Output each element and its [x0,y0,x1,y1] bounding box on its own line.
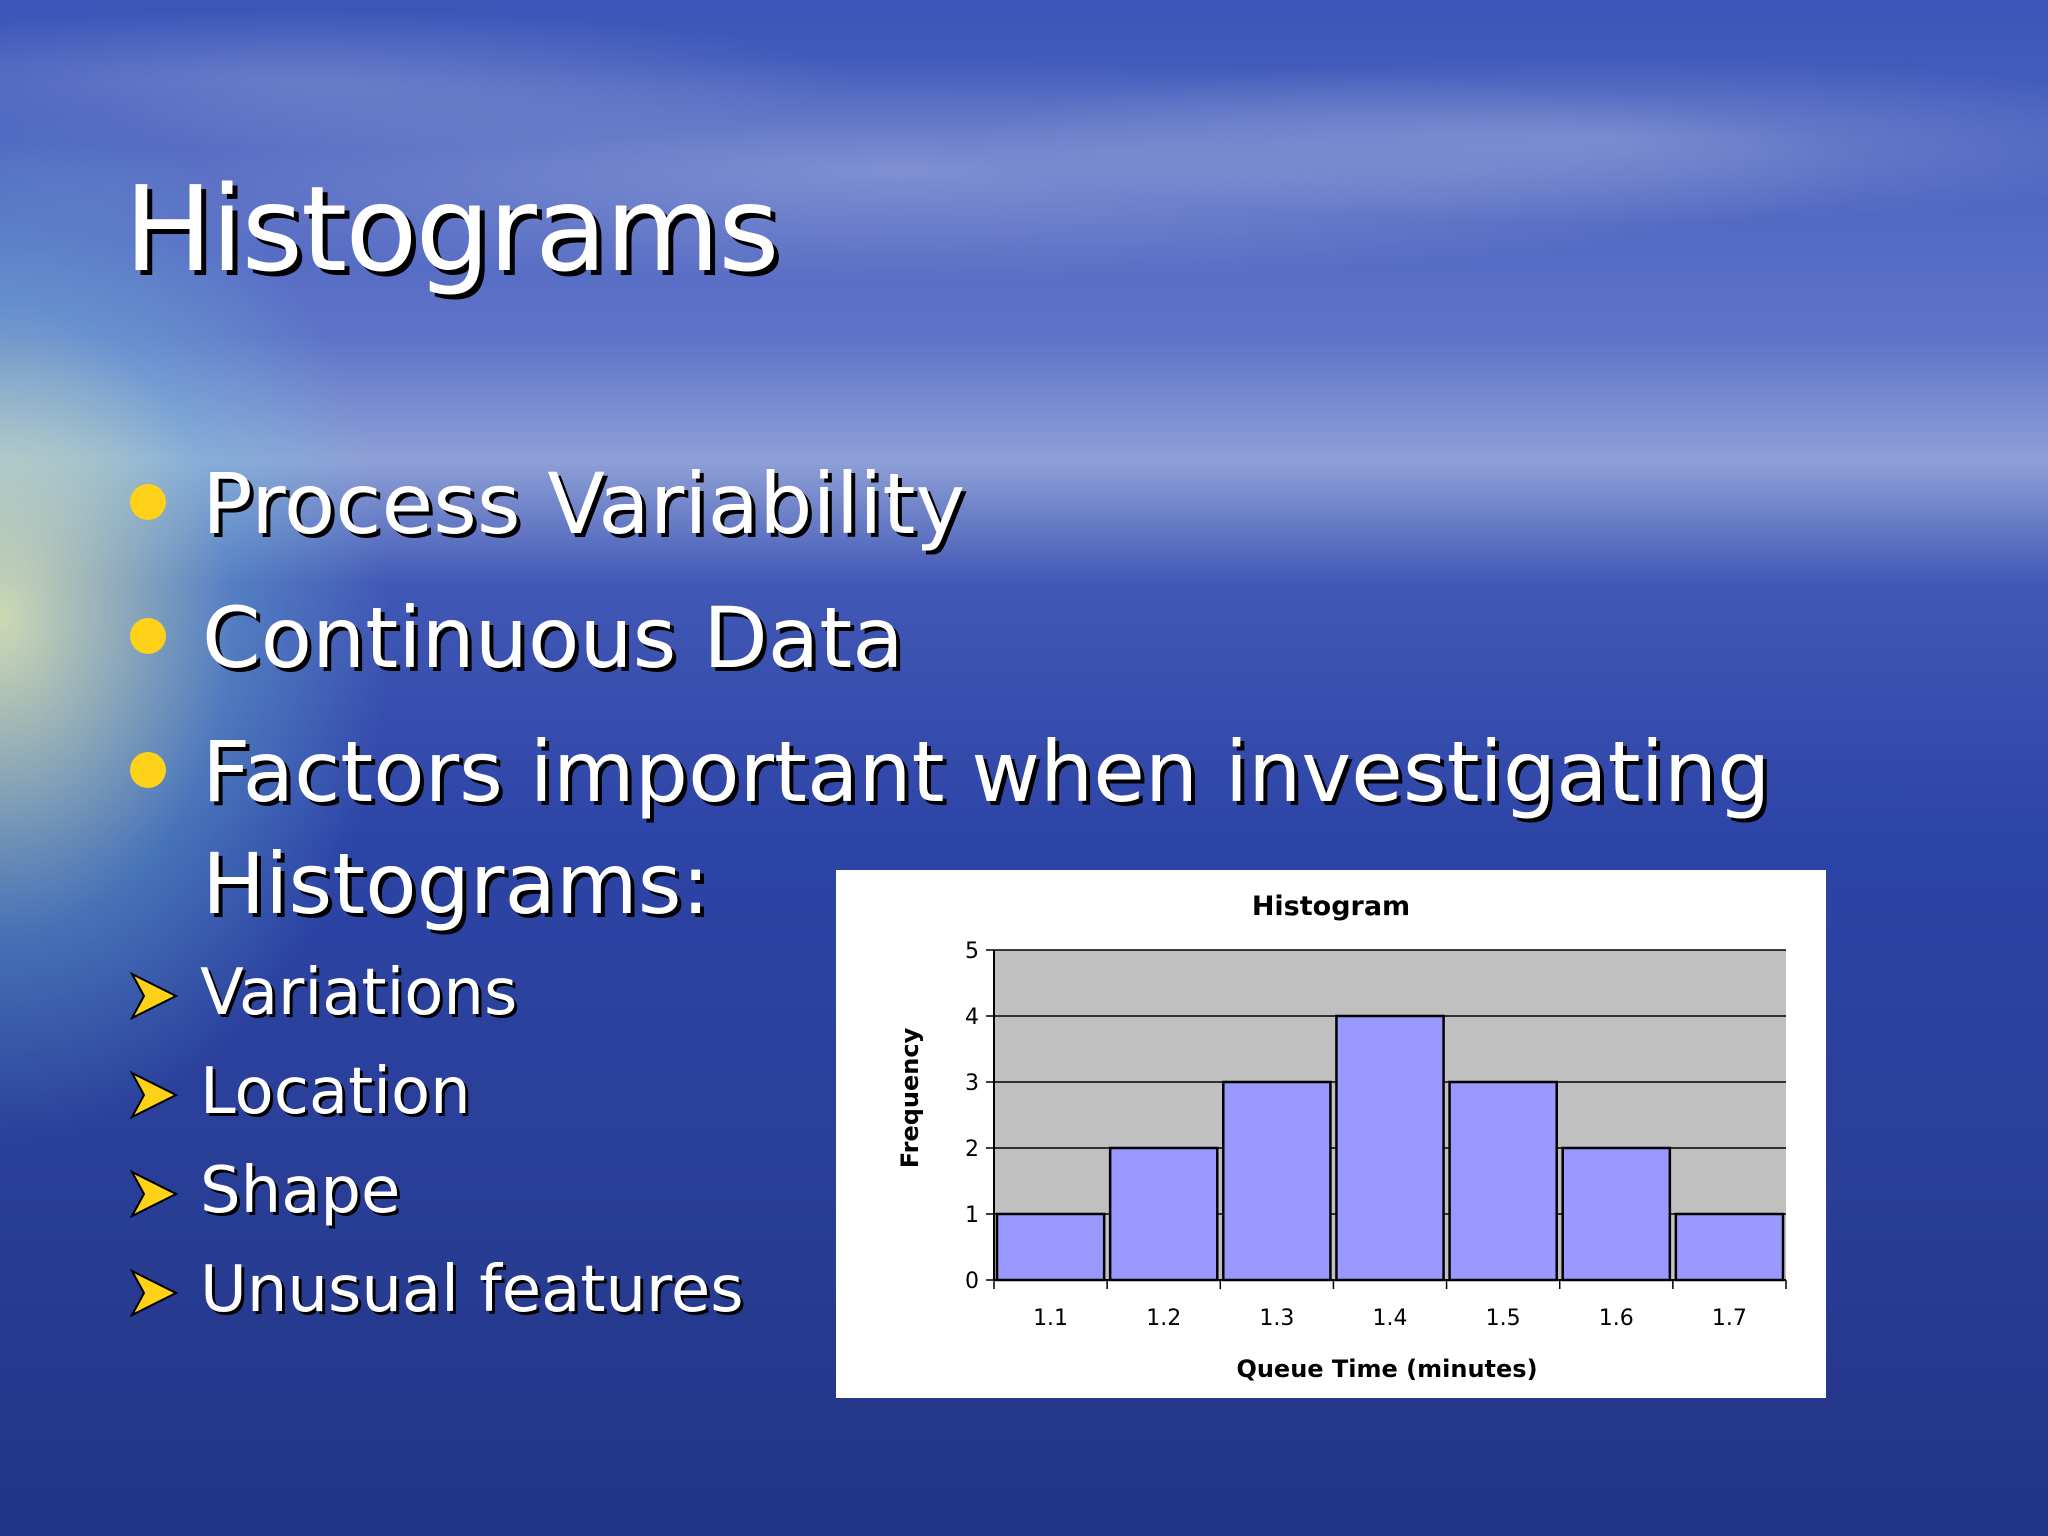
histogram-bar [1448,1080,1558,1282]
chart-title: Histogram [1252,891,1410,922]
x-tick-label: 1.4 [1373,1306,1408,1331]
histogram-bar [995,1212,1106,1282]
x-axis-label: Queue Time (minutes) [1236,1355,1537,1383]
x-tick-label: 1.6 [1599,1306,1634,1331]
histogram-bar [1222,1080,1332,1282]
sub-bullet-text: Unusual features [200,1253,744,1327]
y-tick-label: 0 [965,1269,979,1294]
sub-bullet-text: Variations [200,956,518,1030]
sub-bullet-list: Variations Location Shape Unusual featur… [128,944,744,1340]
slide-title: Histograms [124,160,780,298]
x-tick-label: 1.1 [1033,1306,1068,1331]
y-tick-label: 5 [965,939,979,964]
y-tick-label: 1 [965,1203,979,1228]
histogram-chart: Histogram Frequency Queue Time (minutes)… [836,870,1826,1398]
sub-bullet-text: Shape [200,1154,401,1228]
arrow-bullet-icon [129,1169,179,1219]
bullet-dot-icon [130,618,166,654]
x-tick-label: 1.7 [1712,1306,1747,1331]
bullet-text: Factors important when investigating His… [202,723,1771,933]
histogram-svg: Histogram Frequency Queue Time (minutes)… [896,891,1787,1383]
arrow-bullet-icon [129,971,179,1021]
bullet-list: Process Variability Continuous Data Fact… [124,448,1824,940]
bullet-text: Continuous Data [202,589,904,687]
sub-bullet-item: Location [128,1043,744,1142]
sub-bullet-item: Unusual features [128,1241,744,1340]
histogram-bar [1108,1146,1219,1282]
x-tick-label: 1.5 [1486,1306,1521,1331]
bullet-item: Factors important when investigating His… [124,716,1824,940]
arrow-bullet-icon [129,1268,179,1318]
histogram-bar [1335,1014,1445,1282]
sub-bullet-text: Location [200,1055,471,1129]
x-tick-label: 1.2 [1146,1306,1181,1331]
histogram-bar [1561,1146,1672,1282]
bullet-item: Process Variability [124,448,1824,560]
sub-bullet-item: Variations [128,944,744,1043]
x-tick-label: 1.3 [1259,1306,1294,1331]
y-tick-label: 3 [965,1071,979,1096]
arrow-bullet-icon [129,1070,179,1120]
y-axis-label: Frequency [896,1027,924,1168]
histogram-bar [1674,1212,1785,1282]
y-tick-label: 4 [965,1005,979,1030]
bullet-dot-icon [130,752,166,788]
bullet-text: Process Variability [202,455,966,553]
bullet-dot-icon [130,484,166,520]
sub-bullet-item: Shape [128,1142,744,1241]
bullet-item: Continuous Data [124,582,1824,694]
y-tick-label: 2 [965,1137,979,1162]
